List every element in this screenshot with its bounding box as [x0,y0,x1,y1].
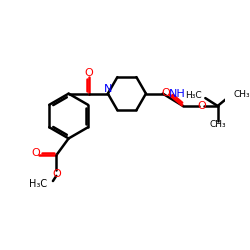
Text: CH₃: CH₃ [234,90,250,99]
Text: H₃C: H₃C [185,91,202,100]
Text: O: O [84,68,93,78]
Text: CH₃: CH₃ [209,120,226,130]
Text: O: O [197,101,206,111]
Text: NH: NH [169,89,186,99]
Text: H₃C: H₃C [29,180,47,190]
Text: N: N [104,84,112,94]
Text: O: O [52,169,61,179]
Text: O: O [161,88,170,98]
Text: O: O [31,148,40,158]
